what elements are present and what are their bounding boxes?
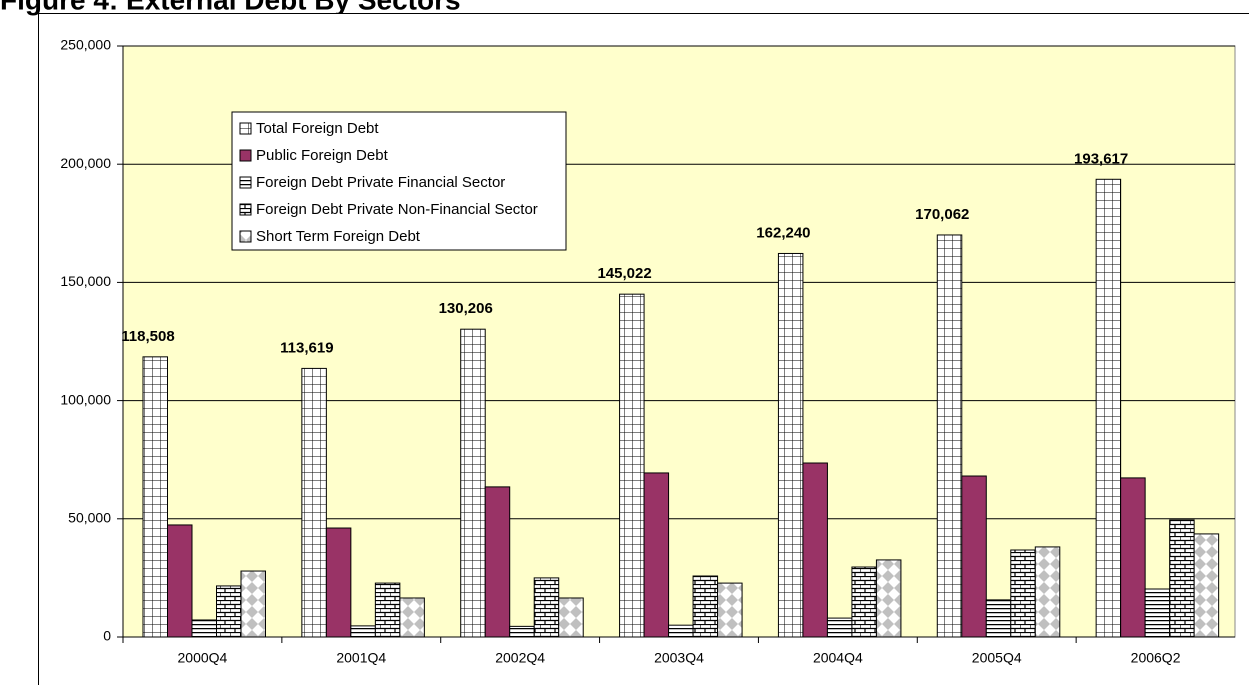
x-tick-label: 2002Q4 (495, 650, 545, 666)
bar (1010, 549, 1036, 638)
value-label: 145,022 (597, 265, 651, 282)
bar (216, 585, 242, 638)
legend-label: Public Foreign Debt (256, 147, 389, 164)
bar (1120, 477, 1146, 638)
legend-label: Foreign Debt Private Financial Sector (256, 174, 505, 191)
y-tick-label: 150,000 (60, 273, 111, 289)
bar (1193, 533, 1220, 638)
x-tick-label: 2004Q4 (813, 650, 863, 666)
bar (936, 234, 963, 638)
chart-title: Figure 4: External Debt By Sectors (0, 0, 461, 15)
bar (619, 293, 645, 638)
x-tick-label: 2006Q2 (1131, 650, 1181, 666)
legend-swatch (239, 230, 252, 243)
value-label: 193,617 (1074, 150, 1128, 167)
bar (325, 527, 352, 638)
bar (802, 462, 828, 638)
y-tick-label: 0 (103, 628, 111, 644)
bar (374, 582, 401, 638)
bar (484, 486, 511, 638)
bar (643, 472, 670, 638)
bar (240, 570, 266, 638)
value-label: 118,508 (121, 328, 174, 345)
bar (558, 597, 584, 638)
y-tick-label: 250,000 (60, 37, 111, 53)
bar (533, 577, 560, 638)
legend-label: Foreign Debt Private Non-Financial Secto… (256, 201, 538, 218)
x-tick-label: 2003Q4 (654, 650, 704, 666)
bar (142, 356, 168, 638)
value-label: 162,240 (756, 224, 810, 241)
bar (875, 559, 902, 638)
y-tick-label: 200,000 (60, 155, 111, 171)
bar (350, 625, 376, 638)
y-tick-label: 100,000 (60, 391, 111, 407)
legend-label: Short Term Foreign Debt (256, 228, 421, 245)
bar (301, 367, 327, 638)
bar (1169, 519, 1195, 638)
bar (167, 524, 193, 638)
bar (961, 475, 987, 638)
bar (1144, 588, 1171, 638)
x-tick-label: 2001Q4 (336, 650, 386, 666)
x-tick-label: 2005Q4 (972, 650, 1022, 666)
bar (1034, 546, 1061, 638)
bar (399, 597, 425, 638)
value-label: 130,206 (439, 300, 493, 317)
bar (509, 625, 535, 638)
bar (777, 252, 804, 638)
legend-swatch (239, 122, 252, 135)
bar (851, 566, 877, 638)
value-label: 170,062 (915, 206, 969, 223)
bar (692, 575, 719, 638)
bar (717, 582, 743, 638)
bar (460, 328, 486, 638)
legend-swatch (239, 149, 252, 162)
bar (826, 617, 853, 638)
y-tick-label: 50,000 (68, 510, 111, 526)
bar (668, 624, 694, 638)
bar (1095, 178, 1122, 638)
legend-swatch (239, 176, 252, 189)
legend-label: Total Foreign Debt (256, 120, 379, 137)
legend-box (231, 111, 567, 251)
x-tick-label: 2000Q4 (178, 650, 228, 666)
value-label: 113,619 (280, 339, 333, 356)
legend-swatch (239, 203, 252, 216)
bar (985, 599, 1012, 638)
bar (191, 619, 217, 638)
